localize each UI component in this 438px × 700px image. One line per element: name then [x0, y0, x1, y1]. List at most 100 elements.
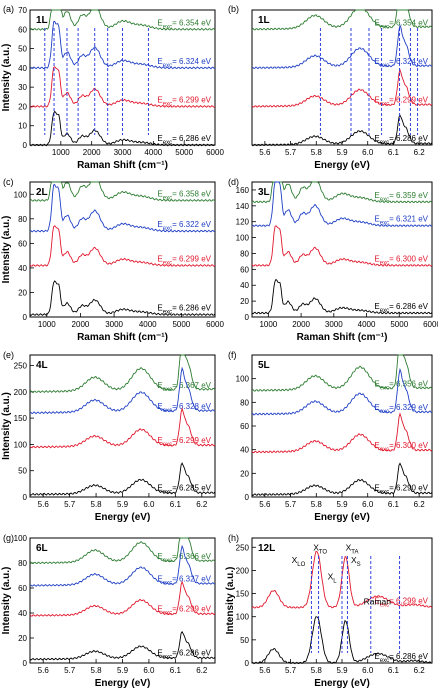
y-tick-label: 40	[240, 281, 249, 290]
x-tick-label: 6.2	[414, 148, 426, 157]
x-tick-label: 6.1	[170, 666, 182, 675]
x-tick-label: 3000	[325, 320, 343, 329]
panel-label: (h)	[228, 533, 239, 543]
spectrum-line-blue	[29, 366, 216, 415]
series-label: Eexc= 6.358 eV	[157, 189, 211, 201]
x-tick-label: 1000	[52, 148, 70, 157]
plot-frame	[29, 181, 216, 318]
x-tick-label: 6.1	[170, 500, 182, 509]
y-tick-label: 250	[14, 362, 28, 371]
y-axis-label: Intensity (a.u.)	[225, 567, 236, 635]
series-label: Eexc= 6.286 eV	[374, 652, 428, 664]
y-tick-label: 50	[18, 467, 27, 476]
y-tick-label: 20	[18, 634, 27, 643]
spectrum-line-black	[29, 630, 216, 661]
y-tick-label: 140	[236, 202, 250, 211]
panel-label: (f)	[228, 350, 237, 360]
x-tick-label: 5.9	[117, 666, 129, 675]
spectrum-line-green	[29, 181, 216, 202]
series-label: Eexc= 6.286 eV	[157, 648, 211, 660]
x-tick-label: 5.8	[91, 666, 103, 675]
x-tick-label: 6.1	[388, 666, 400, 675]
y-tick-label: 0	[23, 493, 28, 502]
spectrum-line-blue	[29, 544, 216, 587]
x-tick-label: 5.6	[38, 500, 50, 509]
chart-panel-g: (g) 6L 5.6 5.7 5.8 5.9 6.0 6.1 6.2 0 20 40 60 80 100 En…	[1, 533, 216, 689]
spectrum-line-black	[29, 110, 216, 147]
x-tick-label: 6.2	[414, 666, 426, 675]
x-tick-label: 4000	[139, 320, 157, 329]
x-tick-label: 3000	[114, 148, 132, 157]
spectrum-line-red	[29, 580, 216, 617]
spectrum-line-red	[29, 225, 216, 267]
y-tick-label: 60	[240, 422, 249, 431]
y-tick-label: 20	[240, 297, 249, 306]
x-tick-label: 5.7	[285, 500, 297, 509]
x-tick-label: 6000	[206, 320, 224, 329]
x-tick-label: 5000	[390, 320, 408, 329]
series-label: Eexc= 6.354 eV	[157, 18, 211, 30]
series-label: Eexc= 6.299 eV	[157, 436, 211, 448]
spectrum-line-black	[251, 462, 433, 497]
x-tick-label: 6.0	[362, 666, 374, 675]
y-tick-label: 0	[23, 141, 28, 150]
y-tick-label: 100	[236, 234, 250, 243]
x-tick-label: 6.0	[143, 500, 155, 509]
y-tick-label: 0	[245, 659, 250, 668]
x-tick-label: 4000	[144, 148, 162, 157]
spectrum-line-red	[251, 68, 433, 108]
series-label: Eexc= 6.286 eV	[374, 302, 428, 314]
x-tick-label: 2000	[292, 320, 310, 329]
y-tick-label: 120	[236, 218, 250, 227]
y-tick-label: 20	[240, 469, 249, 478]
series-label: Eexc= 6.299 eV	[374, 95, 428, 107]
chart-panel-c: (c) 2L 1000 2000 3000 4000 5000 6000 0 20 40 60 80 10…	[1, 177, 224, 343]
y-tick-label: 0	[245, 313, 250, 322]
layer-tag: 4L	[36, 360, 48, 371]
series-label: Eexc= 6.300 eV	[374, 254, 428, 266]
y-tick-label: 60	[18, 25, 27, 34]
y-tick-label: 60	[18, 239, 27, 248]
spectrum-line-blue	[251, 23, 433, 70]
chart-panel-a: (a) 1L 1000 2000 3000 4000 5000 6000 0 10 20 30 40 50…	[1, 4, 224, 171]
x-axis-label: Raman Shift (cm⁻¹)	[297, 332, 388, 343]
layer-tag: 3L	[258, 187, 270, 198]
layer-tag: 6L	[36, 543, 48, 554]
x-axis-label: Raman Shift (cm⁻¹)	[77, 332, 168, 343]
layer-tag: 5L	[258, 360, 270, 371]
x-tick-label: 6.2	[196, 666, 208, 675]
spectrum-line-black	[251, 114, 433, 147]
series-label: Eexc= 6.299 eV	[157, 95, 211, 107]
y-tick-label: 200	[14, 388, 28, 397]
x-tick-label: 5.9	[117, 500, 129, 509]
x-tick-label: 6000	[206, 148, 224, 157]
panel-label: (c)	[3, 177, 14, 187]
x-tick-label: 5.6	[259, 148, 271, 157]
y-tick-label: 0	[23, 659, 28, 668]
layer-tag: 1L	[36, 15, 48, 26]
chart-panel-b: (b) 1L 5.6 5.7 5.8 5.9 6.0 6.1 6.2 Energy (eV) Eex…	[228, 4, 433, 171]
series-label: Eexc= 6.366 eV	[157, 552, 211, 564]
series-label: Eexc= 6.285 eV	[157, 483, 211, 495]
y-tick-label: 0	[23, 313, 28, 322]
y-tick-label: 100	[14, 440, 28, 449]
x-tick-label: 2000	[83, 148, 101, 157]
plot-frame	[251, 181, 433, 318]
x-tick-label: 5.8	[311, 666, 323, 675]
layer-tag: 12L	[258, 543, 275, 554]
series-label: Eexc= 6.290 eV	[374, 484, 428, 496]
x-tick-label: 6.2	[414, 500, 426, 509]
y-tick-label: 70	[18, 6, 27, 15]
spectrum-line-red	[29, 407, 216, 449]
y-tick-label: 200	[236, 566, 250, 575]
x-axis-label: Energy (eV)	[314, 160, 370, 171]
x-tick-label: 5.8	[311, 500, 323, 509]
spectrum-line-red	[251, 412, 433, 454]
panel-label: (b)	[228, 4, 239, 14]
x-axis-label: Energy (eV)	[95, 512, 151, 523]
series-label: Eexc= 6.300 eV	[374, 441, 428, 453]
y-tick-label: 30	[18, 83, 27, 92]
series-label: Eexc= 6.299 eV	[374, 596, 428, 608]
spectrum-line-black	[29, 462, 216, 496]
x-tick-label: 5.9	[336, 666, 348, 675]
